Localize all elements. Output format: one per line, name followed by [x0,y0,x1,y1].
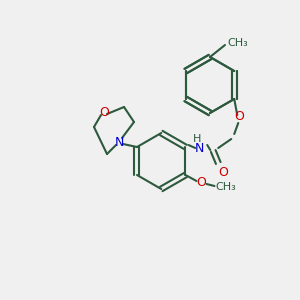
Text: O: O [196,176,206,190]
Text: CH₃: CH₃ [215,182,236,192]
Text: N: N [195,142,204,155]
Text: O: O [234,110,244,124]
Text: CH₃: CH₃ [227,38,248,48]
Text: O: O [218,167,228,179]
Text: H: H [193,134,201,144]
Text: O: O [99,106,109,118]
Text: N: N [114,136,124,148]
